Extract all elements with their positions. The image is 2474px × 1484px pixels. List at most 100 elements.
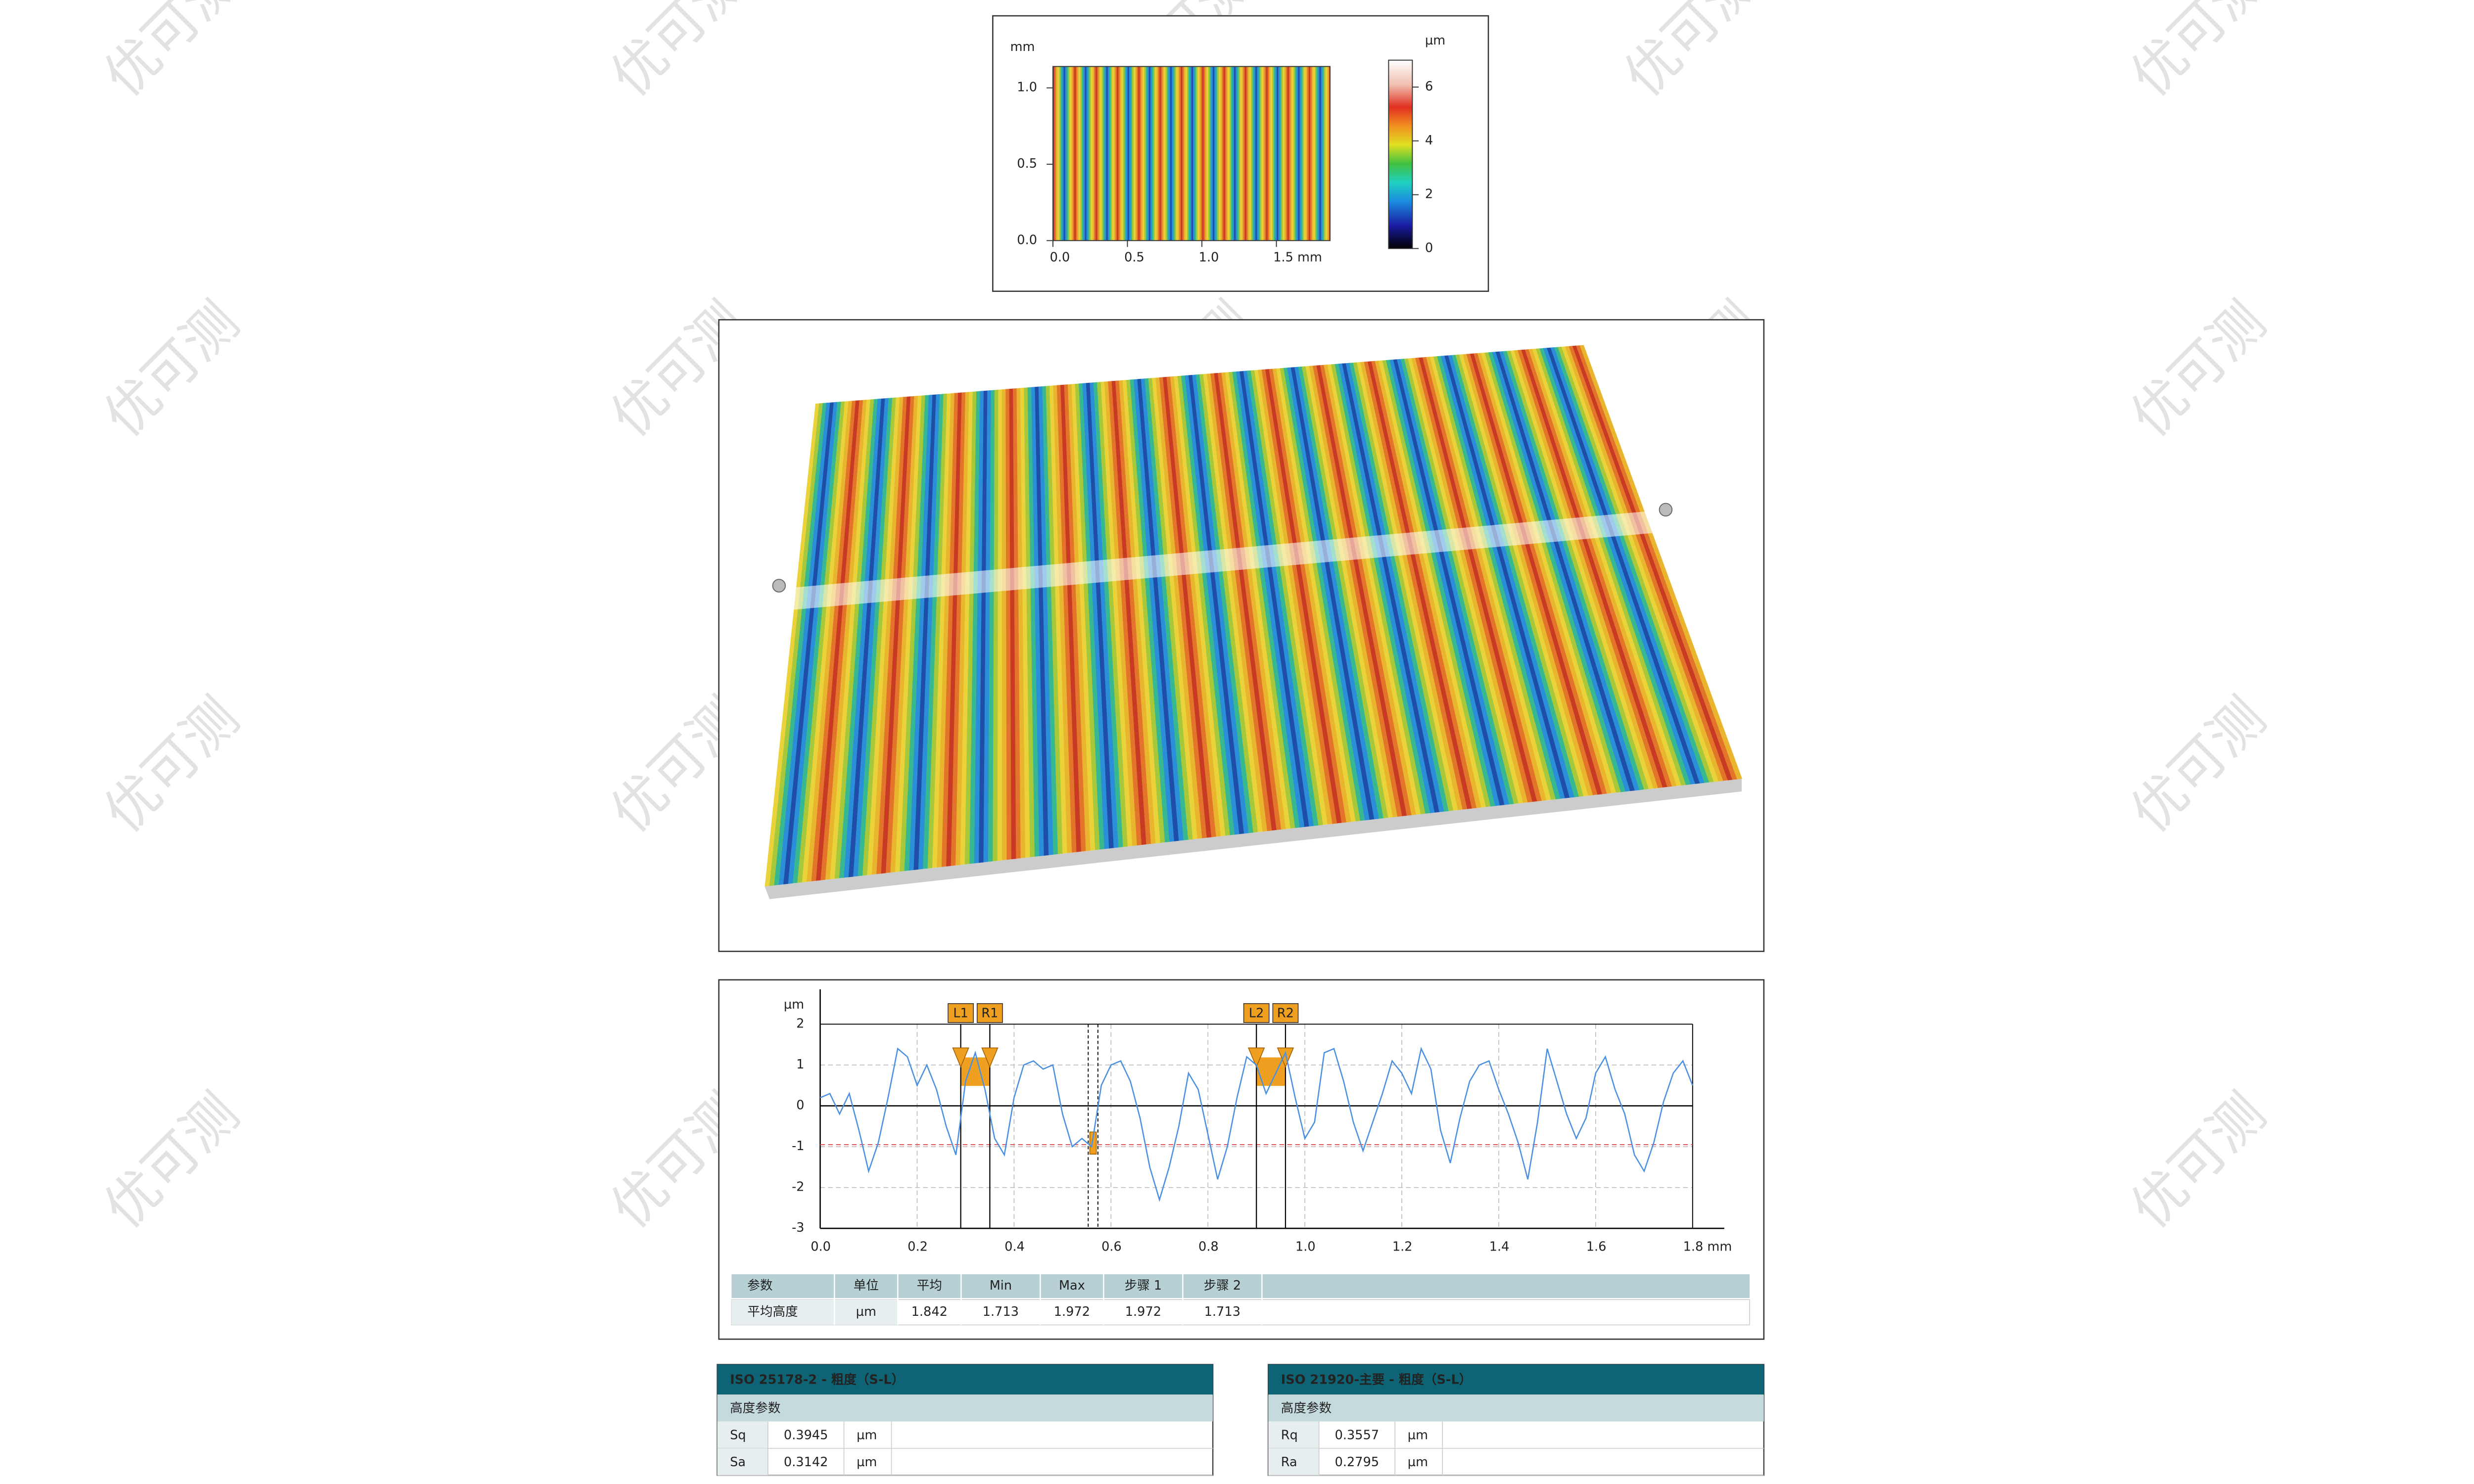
heatmap-stripe — [1091, 66, 1093, 241]
surface-stripe — [1385, 360, 1496, 807]
heatmap-stripe — [1246, 66, 1248, 241]
heatmap-stripe — [1178, 66, 1180, 241]
surface-stripe — [1130, 379, 1170, 842]
surface-stripe — [1524, 349, 1672, 787]
heatmap-border — [1052, 66, 1331, 241]
surface-stripe — [1261, 369, 1337, 824]
surface-stripe — [1016, 388, 1026, 859]
heatmap-stripe — [1277, 66, 1279, 241]
surface-stripe — [1379, 360, 1486, 808]
iso-cell: 0.3945 — [784, 1428, 828, 1442]
surface-stripe — [1100, 381, 1133, 847]
heatmap-stripe — [1243, 66, 1245, 241]
surface-stripe — [946, 392, 962, 867]
surface-stripe — [1506, 350, 1649, 790]
heatmap-stripe — [1272, 66, 1274, 241]
heatmap-stripe — [1321, 66, 1323, 241]
surface-stripe — [1477, 353, 1612, 794]
heatmap-stripe — [1074, 66, 1076, 241]
surface-stripe — [797, 401, 845, 883]
surface-stripe — [1495, 351, 1635, 791]
heatmap-stripe — [1173, 66, 1175, 241]
surface-stripe — [1463, 354, 1594, 796]
heatmap-stripe — [1255, 66, 1257, 241]
surface-stripe — [1375, 361, 1482, 808]
surface-stripe — [1547, 347, 1701, 784]
surface-stripe — [1090, 382, 1119, 848]
watermark: 优可测 — [2119, 290, 2278, 449]
surface-stripe — [1444, 355, 1570, 798]
heatmap-stripe — [1266, 66, 1268, 241]
heatmap-stripe — [1145, 66, 1148, 241]
surface-stripe — [1104, 381, 1138, 846]
table-row-bg — [731, 1299, 1750, 1326]
heatmap-stripe — [1140, 66, 1142, 241]
heatmap-stripe — [1172, 66, 1174, 241]
surface-stripe — [867, 397, 900, 876]
surface-stripe — [1283, 368, 1366, 821]
surface-stripe — [900, 395, 926, 872]
surface-stripe — [886, 396, 915, 874]
table-cell: 1.842 — [911, 1304, 948, 1319]
heatmap-stripe — [1281, 66, 1284, 241]
surface-stripe — [807, 401, 853, 882]
surface-stripe — [1159, 377, 1207, 838]
surface-stripe — [1334, 364, 1431, 814]
surface-stripe — [1027, 387, 1040, 857]
heatmap-stripe — [1267, 66, 1270, 241]
y-tick-label: 1.0 — [1017, 80, 1037, 95]
surface-stripe — [1013, 388, 1021, 859]
surface-stripe — [1440, 355, 1566, 799]
surface-stripe — [1565, 346, 1724, 782]
surface-stripe — [1243, 371, 1314, 827]
heatmap-stripe — [1118, 66, 1121, 241]
heatmap-stripe — [1127, 66, 1130, 241]
surface-stripe — [1349, 363, 1449, 812]
heatmap-stripe — [1188, 66, 1190, 241]
surface-stripe — [1210, 373, 1273, 832]
surface-stripe — [820, 400, 863, 881]
heatmap-stripe — [1148, 66, 1151, 241]
surface-stripe — [932, 393, 952, 868]
heatmap-stripe — [1193, 66, 1195, 241]
surface-stripe — [941, 392, 958, 867]
iso-row-label-bg — [1268, 1421, 1319, 1448]
surface-stripe — [1484, 352, 1621, 793]
heatmap-stripe — [1280, 66, 1282, 241]
heatmap-stripe — [1159, 66, 1162, 241]
heatmap-stripe — [1316, 66, 1319, 241]
heatmap-stripe — [1054, 66, 1056, 241]
surface-stripe — [769, 403, 823, 886]
surface-stripe — [1001, 389, 1007, 861]
colorbar-tick-label: 0 — [1425, 240, 1433, 255]
heatmap-stripe — [1123, 66, 1125, 241]
marker-tag — [977, 1003, 1003, 1023]
heatmap-stripe — [1226, 66, 1229, 241]
surface-stripe — [1290, 367, 1375, 820]
marker-label: R1 — [981, 1006, 998, 1021]
iso-cell: µm — [1408, 1428, 1428, 1442]
surface-stripe — [1272, 368, 1352, 823]
surface-stripe — [974, 391, 984, 864]
surface-stripe — [1331, 364, 1426, 814]
surface-stripe — [1163, 376, 1212, 838]
heatmap-stripe — [1100, 66, 1102, 241]
heatmap-stripe — [1258, 66, 1261, 241]
surface-stripe — [1111, 380, 1147, 845]
heatmap-stripe — [1165, 66, 1168, 241]
surface-stripe — [1360, 362, 1463, 810]
surface-stripe — [1217, 372, 1282, 831]
surface-stripe — [964, 391, 977, 865]
heatmap-stripe — [1304, 66, 1306, 241]
heatmap-stripe — [1134, 66, 1136, 241]
heatmap-stripe — [1249, 66, 1251, 241]
surface-stripe — [1324, 365, 1417, 815]
iso-section-bg — [717, 1394, 1213, 1422]
heatmap-stripe — [1283, 66, 1285, 241]
heatmap-stripe — [1124, 66, 1127, 241]
heatmap-stripe — [1247, 66, 1250, 241]
surface-stripe — [1155, 377, 1203, 839]
heatmap-stripe — [1211, 66, 1213, 241]
surface-stripe — [1042, 386, 1058, 855]
